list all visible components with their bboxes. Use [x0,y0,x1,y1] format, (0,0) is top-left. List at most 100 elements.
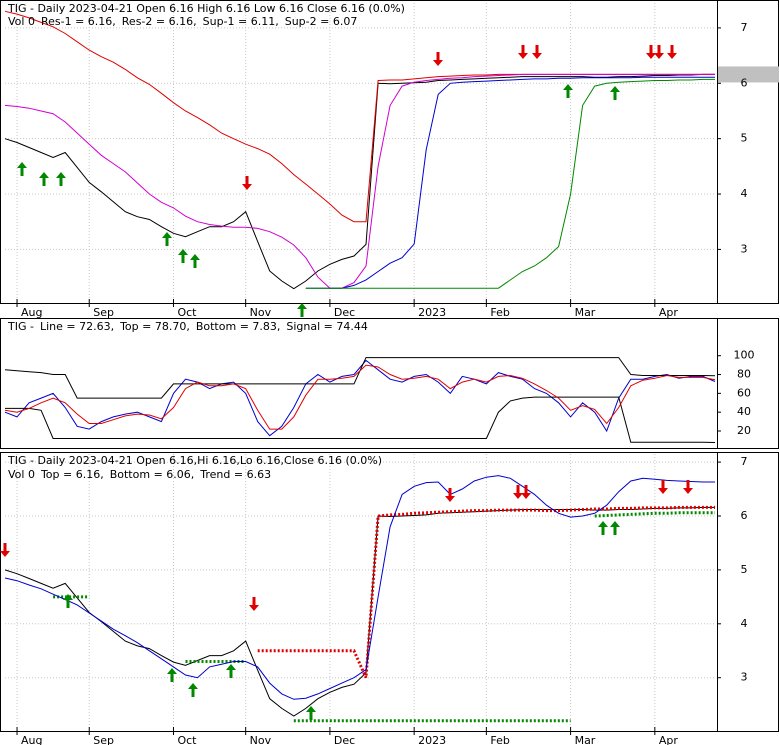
indicator-line [4,475,715,700]
price-line [4,506,715,717]
y-tick-label: 3 [741,242,748,255]
sell-arrow-stem [521,45,525,53]
legend-entry: Signal = 74.44 [286,320,368,333]
sell-arrow-stem [661,480,665,488]
buy-arrow-stem [309,712,313,720]
y-tick-label: 5 [741,132,748,145]
y-tick-label: 4 [741,617,748,630]
buy-arrow-head [39,172,49,178]
sell-arrow-head [0,551,10,557]
x-tick-label: Nov [250,306,272,319]
x-tick-label: Apr [659,306,679,319]
sell-arrow-stem [245,176,249,184]
sell-arrow-stem [252,597,256,605]
buy-arrow-stem [170,674,174,682]
panel-title: TIG - Daily 2023-04-21 Open 6.16,Hi 6.16… [7,454,382,467]
indicator-line [305,76,715,289]
sell-arrow-head [646,53,656,59]
x-tick-label: Apr [659,734,679,745]
y-tick-label: 3 [741,671,748,684]
x-tick-label: Mar [575,734,596,745]
x-tick-label: Oct [177,734,197,745]
buy-arrow-stem [613,527,617,535]
volume-label: Vol 0 [8,15,35,28]
buy-arrow-head [610,521,620,527]
buy-arrow-head [306,706,316,712]
panel-frame [0,452,779,732]
sell-arrow-head [654,53,664,59]
buy-arrow-head [162,232,172,238]
buy-arrow-head [167,668,177,674]
buy-arrow-stem [20,168,24,176]
buy-arrow-stem [165,238,169,246]
buy-arrow-head [188,683,198,689]
buy-arrow-stem [229,670,233,678]
legend-entry: Res-2 = 6.16, [122,15,197,28]
buy-arrow-stem [59,178,63,186]
x-tick-label: 2023 [418,306,446,319]
buy-arrow-head [63,594,73,600]
buy-arrow-stem [181,255,185,263]
buy-arrow-stem [601,527,605,535]
sell-arrow-stem [3,543,7,551]
buy-arrow-stem [566,90,570,98]
x-tick-label: Aug [21,734,42,745]
x-tick-label: Dec [334,734,355,745]
indicator-line [257,505,715,679]
buy-arrow-head [297,303,307,309]
sell-arrow-stem [657,45,661,53]
indicator-line [4,73,715,289]
buy-arrow-head [178,249,188,255]
buy-arrow-head [226,664,236,670]
sell-arrow-head [683,488,693,494]
sell-arrow-head [513,493,523,499]
buy-arrow-head [563,84,573,90]
buy-arrow-stem [613,92,617,100]
legend-entry: Top = 78.70, [119,320,190,333]
buy-arrow-stem [66,600,70,608]
x-tick-label: Dec [334,306,355,319]
sell-arrow-head [433,60,443,66]
y-tick-label: 40 [737,405,751,418]
sell-arrow-head [658,488,668,494]
buy-arrow-head [190,254,200,260]
panel-title: TIG - Daily 2023-04-21 Open 6.16 High 6.… [7,2,405,15]
sell-arrow-head [667,53,677,59]
price-line [4,73,715,290]
legend-entry: Bottom = 7.83, [196,320,281,333]
sell-arrow-head [445,496,455,502]
legend-entry: Sup-2 = 6.07 [285,15,358,28]
y-tick-label: 80 [737,368,751,381]
indicator-line [4,359,716,437]
sell-arrow-stem [670,45,674,53]
legend-entry: Trend = 6.63 [199,468,271,481]
sell-arrow-stem [524,485,528,493]
sell-arrow-head [249,605,259,611]
y-tick-label: 100 [734,349,755,362]
legend-entry: Res-1 = 6.16, [41,15,116,28]
buy-arrow-head [17,162,27,168]
y-tick-label: 60 [737,386,751,399]
legend-entry: Bottom = 6.06, [110,468,195,481]
sell-arrow-stem [448,488,452,496]
buy-arrow-stem [300,309,304,317]
sell-arrow-stem [516,485,520,493]
x-tick-label: Nov [250,734,272,745]
panel-frame [0,0,779,304]
volume-label: Vol 0 [8,468,35,481]
x-tick-label: Feb [490,734,509,745]
x-tick-label: Mar [575,306,596,319]
last-price-highlight [718,66,779,83]
x-tick-label: Feb [490,306,509,319]
x-tick-label: 2023 [418,734,446,745]
x-tick-label: Sep [93,306,114,319]
y-tick-label: 20 [737,424,751,437]
y-tick-label: 7 [741,455,748,468]
sell-arrow-stem [535,45,539,53]
legend-entry: Line = 72.63, [40,320,114,333]
buy-arrow-stem [191,689,195,697]
y-tick-label: 7 [741,21,748,34]
sell-arrow-head [521,493,531,499]
x-tick-label: Sep [93,734,114,745]
